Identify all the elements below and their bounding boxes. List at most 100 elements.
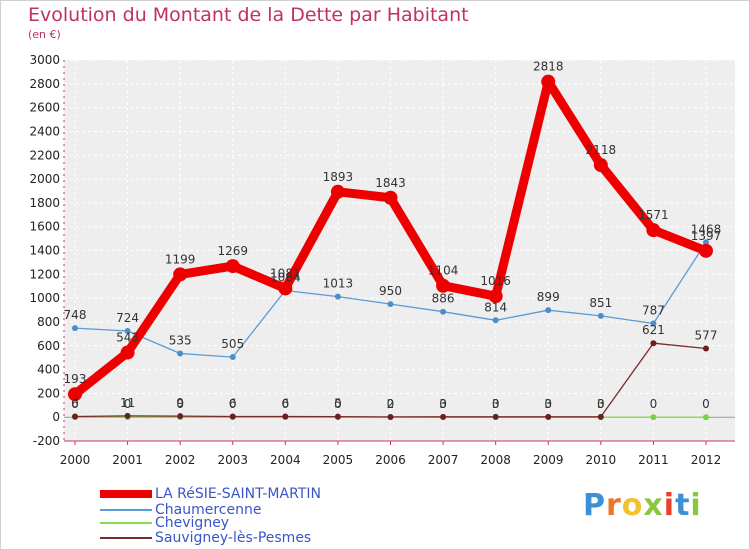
data-point	[177, 350, 184, 357]
data-point	[124, 327, 131, 334]
data-point	[703, 239, 709, 246]
y-tick-label: 1600	[29, 220, 60, 234]
data-label: 748	[64, 308, 87, 322]
data-label: 577	[695, 328, 718, 342]
x-tick-label: 2008	[480, 453, 511, 467]
data-label: 1199	[165, 252, 196, 266]
legend-label: LA RéSIE-SAINT-MARTIN	[155, 486, 321, 502]
y-tick-label: 0	[52, 410, 60, 424]
data-point	[278, 281, 293, 296]
logo-letter: x	[643, 488, 664, 523]
y-tick-label: 1800	[29, 196, 60, 210]
legend-item-chevigney[interactable]: Chevigney	[100, 515, 229, 531]
data-label: 2	[387, 397, 395, 411]
y-tick-label: 200	[37, 386, 60, 400]
data-label: 0	[387, 397, 395, 411]
y-tick-label: 3000	[29, 53, 60, 67]
data-label: 3	[544, 397, 552, 411]
data-point	[541, 74, 556, 89]
data-points	[68, 74, 713, 421]
data-label: 1893	[323, 170, 354, 184]
x-tick-label: 2004	[270, 453, 301, 467]
data-point	[387, 413, 394, 420]
legend-swatch	[100, 537, 152, 539]
data-point	[72, 413, 78, 420]
data-point	[492, 413, 499, 420]
data-label: 0	[702, 397, 710, 411]
data-label: 6	[71, 396, 79, 410]
data-label: 621	[642, 323, 665, 337]
data-label: 9	[176, 396, 184, 410]
data-point	[650, 414, 657, 421]
data-label: 1064	[270, 271, 301, 285]
legend-item-chaumercenne[interactable]: Chaumercenne	[100, 502, 261, 518]
data-label: 5	[334, 397, 342, 411]
y-tick-label: 2200	[29, 148, 60, 162]
data-label: 6	[282, 396, 290, 410]
y-tick-label: 2600	[29, 101, 60, 115]
y-tick-label: 400	[37, 363, 60, 377]
data-point	[646, 223, 661, 238]
data-point	[177, 413, 184, 420]
data-label: 886	[432, 292, 455, 306]
data-label: 0	[124, 397, 132, 411]
data-label: 535	[169, 333, 192, 347]
data-label: 6	[229, 396, 237, 410]
data-label: 787	[642, 303, 665, 317]
data-point	[124, 412, 131, 419]
data-label: 851	[589, 296, 612, 310]
data-point	[72, 325, 78, 332]
legend-item-la-resie[interactable]: LA RéSIE-SAINT-MARTIN	[100, 486, 321, 502]
data-point	[699, 243, 713, 258]
data-label: 0	[597, 397, 605, 411]
x-tick-label: 2009	[533, 453, 564, 467]
unit-label: (en €)	[28, 28, 61, 41]
data-label: 1269	[217, 244, 248, 258]
x-tick-label: 2011	[638, 453, 669, 467]
data-point	[440, 413, 447, 420]
data-point	[436, 278, 451, 293]
data-label: 1104	[428, 264, 459, 278]
data-point	[488, 289, 503, 304]
data-point	[334, 413, 341, 420]
data-point	[229, 413, 236, 420]
legend-swatch	[100, 490, 152, 498]
data-point	[387, 301, 394, 308]
data-label: 3	[597, 397, 605, 411]
chart-title: Evolution du Montant de la Dette par Hab…	[28, 4, 469, 26]
data-point	[383, 190, 398, 205]
x-tick-label: 2002	[165, 453, 196, 467]
legend-label: Sauvigney-lès-Pesmes	[155, 530, 312, 546]
legend-label: Chevigney	[155, 515, 230, 531]
data-label: 1397	[691, 229, 722, 243]
legend-item-sauvigney[interactable]: Sauvigney-lès-Pesmes	[100, 530, 311, 546]
data-label: 543	[116, 331, 139, 345]
data-label: 814	[484, 300, 507, 314]
legend-swatch	[100, 522, 152, 524]
data-point	[68, 387, 82, 402]
grid-lines	[64, 59, 735, 442]
y-tick-label: 1000	[29, 291, 60, 305]
logo-letter: o	[621, 488, 644, 523]
data-point	[597, 413, 604, 420]
data-label: 0	[334, 397, 342, 411]
data-label: 0	[439, 397, 447, 411]
data-label: 3	[439, 397, 447, 411]
data-label: 0	[229, 397, 237, 411]
data-label: 193	[64, 372, 87, 386]
data-point	[545, 413, 552, 420]
data-label: 1016	[480, 274, 511, 288]
data-point	[282, 413, 289, 420]
logo-letter: i	[690, 488, 702, 523]
data-point	[229, 354, 236, 361]
x-tick-label: 2006	[375, 453, 406, 467]
data-label: 1468	[691, 222, 722, 236]
data-point	[330, 184, 345, 199]
data-label: 724	[116, 311, 139, 325]
data-label: 0	[71, 397, 79, 411]
data-label: 3	[492, 397, 500, 411]
data-label: 0	[176, 397, 184, 411]
x-tick-label: 2005	[323, 453, 354, 467]
